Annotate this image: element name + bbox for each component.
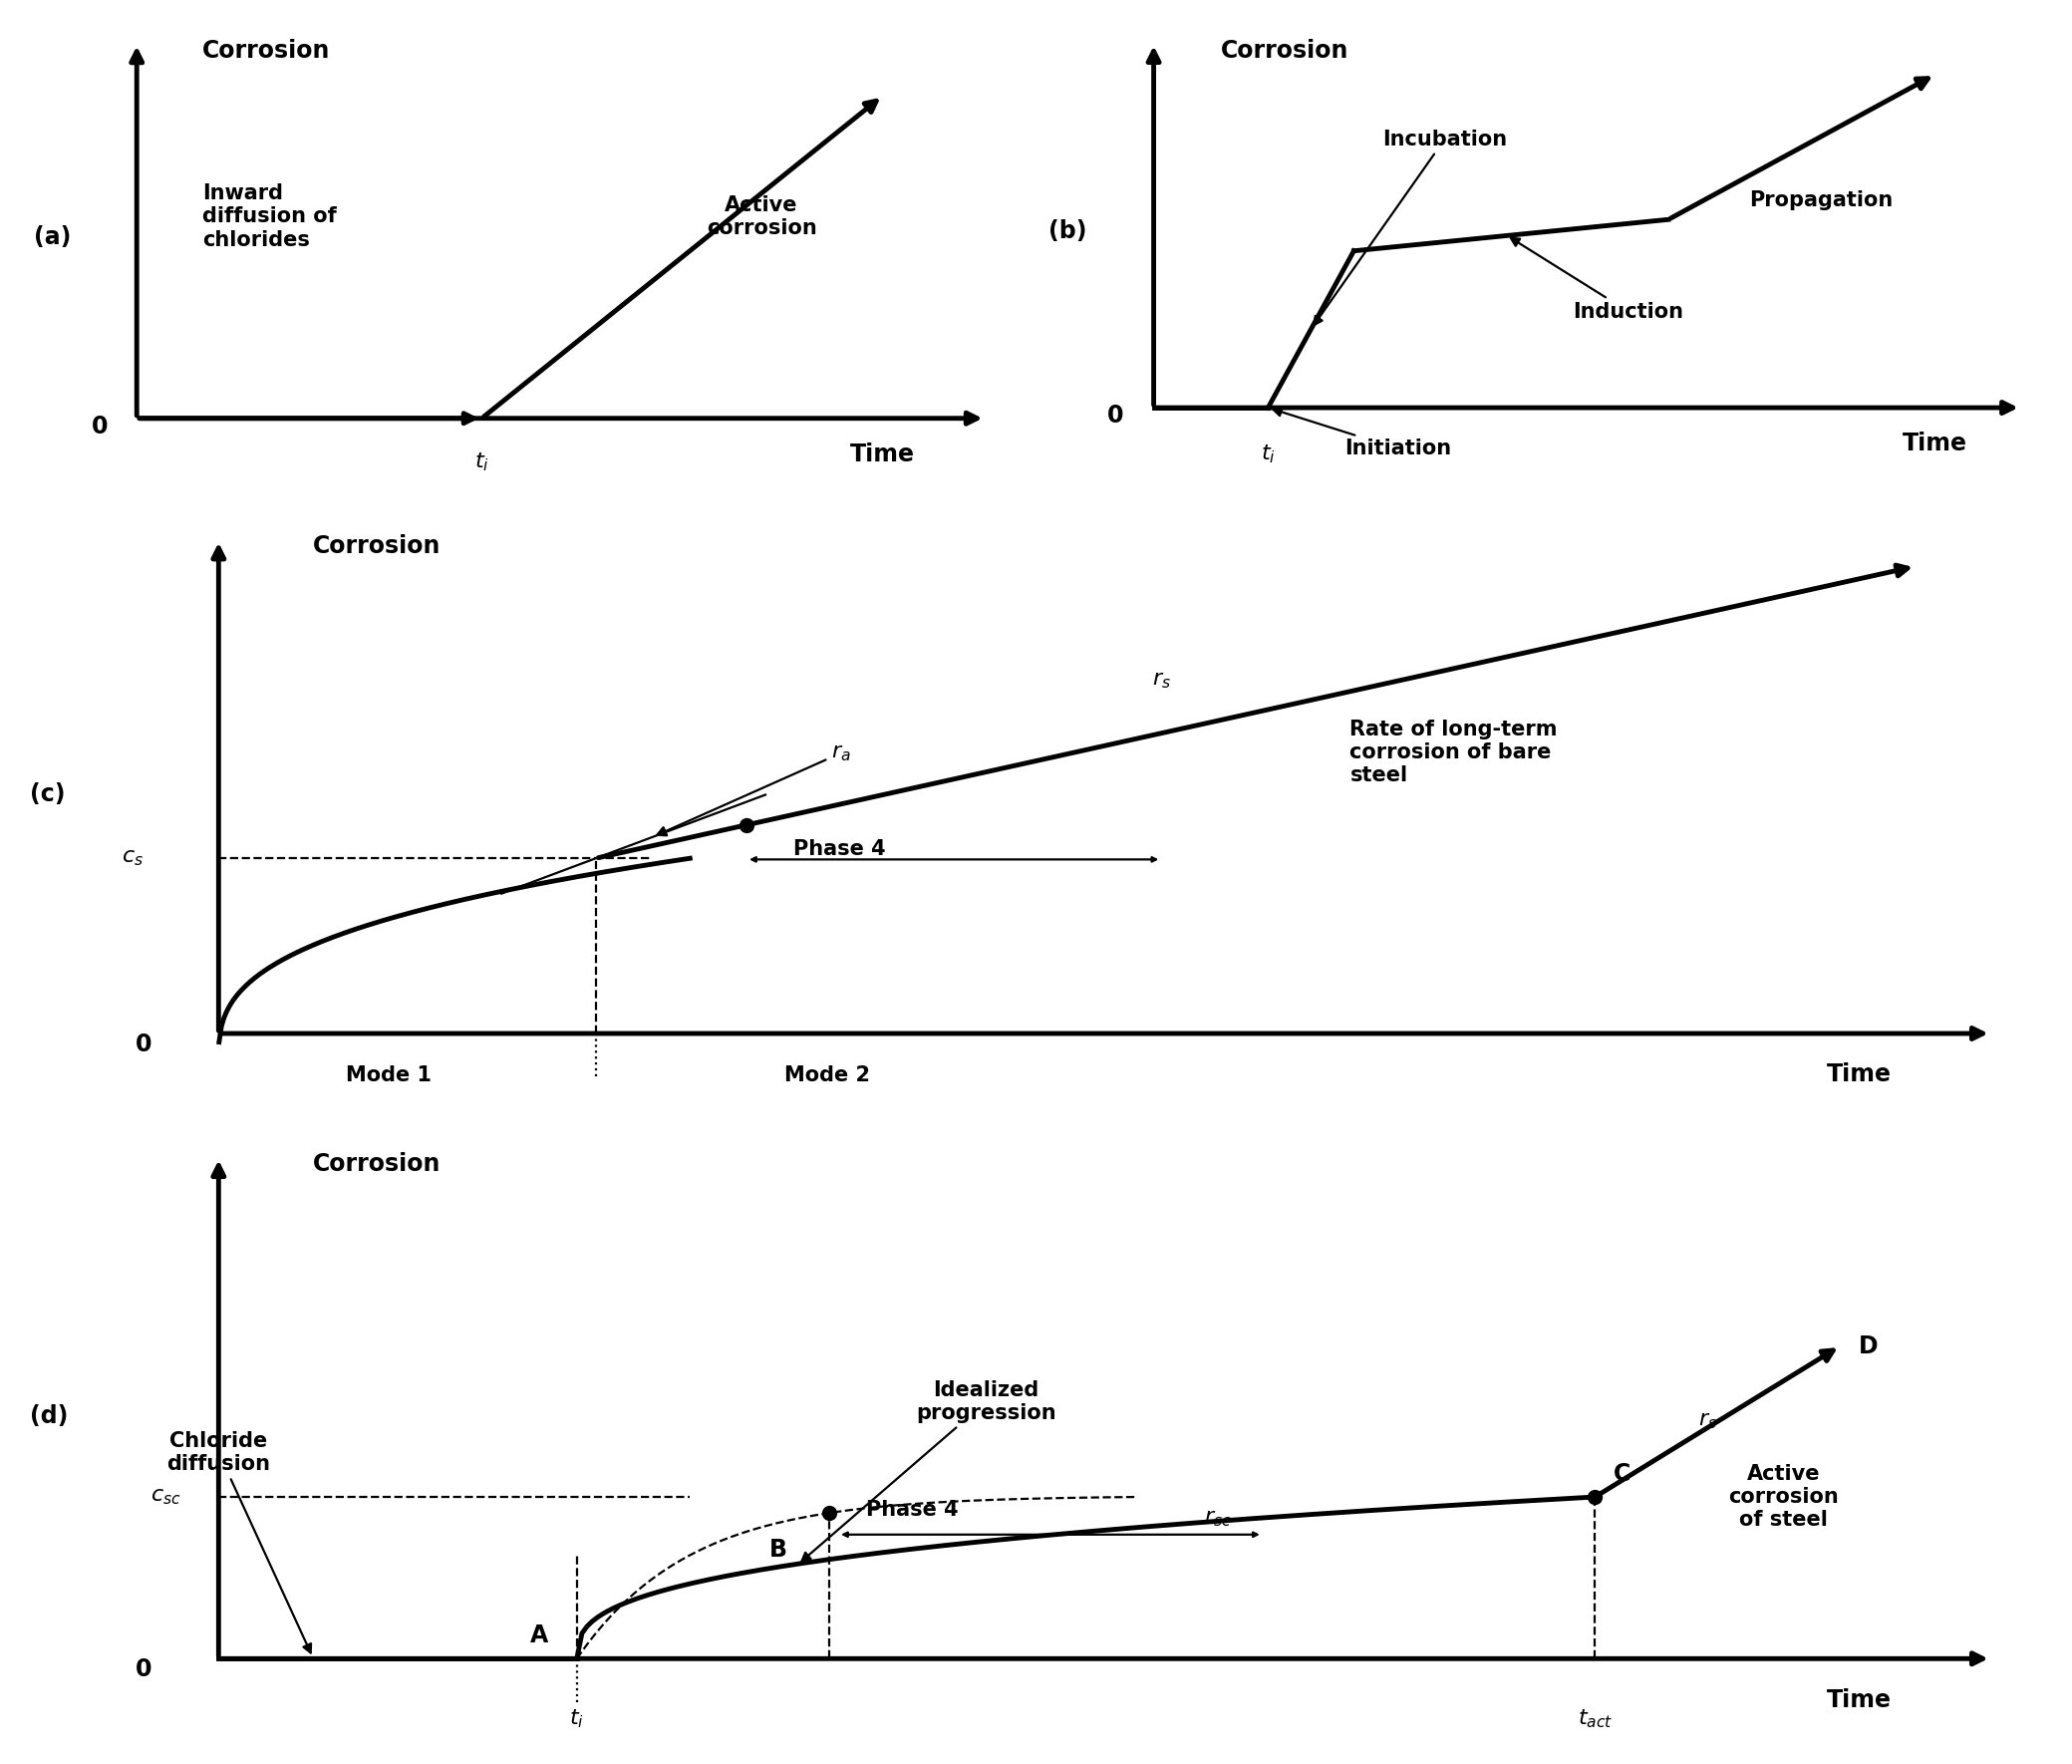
Text: Corrosion: Corrosion	[1220, 39, 1349, 64]
Text: Phase 4: Phase 4	[866, 1501, 959, 1521]
Text: Rate of long-term
corrosion of bare
steel: Rate of long-term corrosion of bare stee…	[1351, 720, 1558, 785]
Text: $c_{sc}$: $c_{sc}$	[151, 1487, 180, 1506]
Text: C: C	[1614, 1462, 1631, 1485]
Text: Corrosion: Corrosion	[203, 39, 329, 64]
Text: Time: Time	[1828, 1688, 1892, 1713]
Text: Idealized
progression: Idealized progression	[802, 1379, 1057, 1561]
Text: $t_i$: $t_i$	[1260, 443, 1276, 466]
Text: Time: Time	[850, 443, 916, 466]
Text: Corrosion: Corrosion	[313, 534, 441, 559]
Text: Time: Time	[1828, 1062, 1892, 1087]
Text: Inward
diffusion of
chlorides: Inward diffusion of chlorides	[203, 183, 336, 250]
Text: 0: 0	[135, 1032, 151, 1057]
Text: Phase 4: Phase 4	[794, 840, 887, 859]
Text: (c): (c)	[29, 783, 66, 806]
Text: $r_s$: $r_s$	[1699, 1411, 1718, 1431]
Text: $c_s$: $c_s$	[122, 848, 143, 868]
Text: 0: 0	[91, 415, 108, 437]
Text: Mode 1: Mode 1	[346, 1065, 431, 1085]
Text: $r_a$: $r_a$	[657, 743, 852, 836]
Text: Active
corrosion
of steel: Active corrosion of steel	[1728, 1464, 1838, 1529]
Text: Incubation: Incubation	[1314, 129, 1506, 325]
Text: Mode 2: Mode 2	[783, 1065, 870, 1085]
Text: $t_i$: $t_i$	[474, 450, 489, 473]
Text: 0: 0	[1106, 404, 1123, 427]
Text: Chloride
diffusion: Chloride diffusion	[166, 1431, 311, 1653]
Text: Active
corrosion: Active corrosion	[707, 196, 816, 238]
Text: B: B	[769, 1538, 787, 1561]
Text: $r_{sc}$: $r_{sc}$	[1204, 1508, 1231, 1528]
Text: 0: 0	[135, 1658, 151, 1681]
Text: Induction: Induction	[1510, 238, 1685, 321]
Text: A: A	[530, 1625, 549, 1648]
Text: (b): (b)	[1048, 219, 1088, 243]
Text: Corrosion: Corrosion	[313, 1152, 441, 1177]
Text: $t_i$: $t_i$	[570, 1708, 584, 1730]
Text: (a): (a)	[33, 226, 70, 249]
Text: Initiation: Initiation	[1272, 407, 1450, 459]
Text: D: D	[1859, 1334, 1879, 1358]
Text: (d): (d)	[29, 1404, 68, 1429]
Text: Time: Time	[1902, 430, 1968, 455]
Text: $r_s$: $r_s$	[1152, 670, 1171, 691]
Text: $t_{act}$: $t_{act}$	[1577, 1708, 1612, 1730]
Text: Propagation: Propagation	[1749, 191, 1892, 210]
